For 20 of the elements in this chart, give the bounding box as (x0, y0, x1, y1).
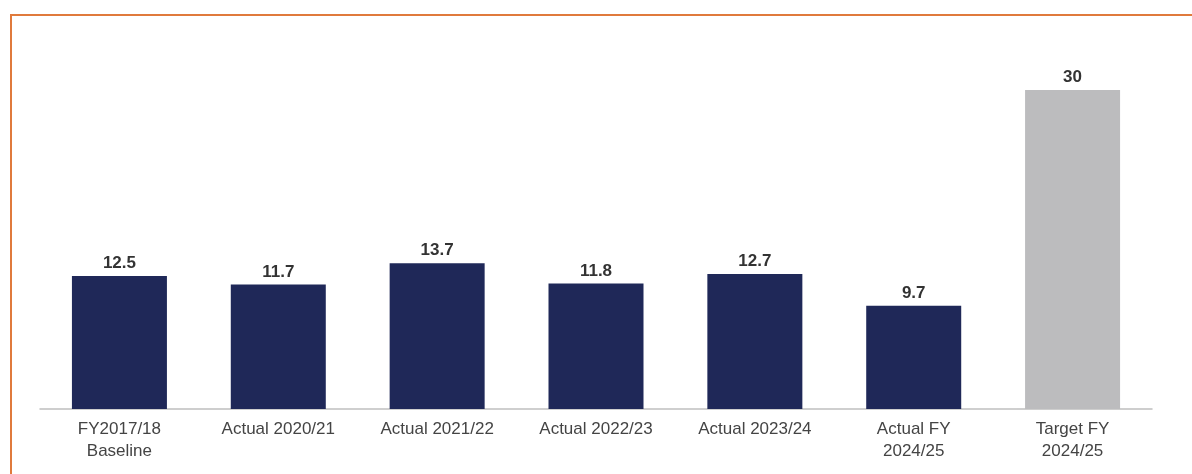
data-label: 30 (1063, 67, 1083, 86)
x-tick-label: Target FY 2024/25 (1035, 418, 1110, 460)
data-label: 12.7 (738, 250, 772, 270)
bar (548, 283, 644, 409)
data-label: 12.5 (102, 253, 136, 273)
data-label: 11.8 (579, 260, 613, 280)
bar (707, 273, 803, 409)
bar (71, 276, 167, 409)
data-label: 13.7 (420, 240, 454, 260)
x-tick-label: Actual 2023/24 (698, 418, 812, 438)
data-label: 11.7 (262, 261, 295, 281)
x-tick-label: Actual 2022/23 (539, 418, 653, 438)
bar (230, 284, 326, 409)
x-tick-label: Actual FY 2024/25 (876, 418, 951, 460)
data-label: 9.7 (901, 282, 926, 302)
x-tick-label: Actual 2020/21 (221, 418, 335, 438)
x-tick-label: FY2017/18 Baseline (77, 418, 162, 460)
x-tick-label: Actual 2021/22 (380, 418, 494, 438)
bar (866, 305, 962, 409)
bar (389, 263, 485, 409)
